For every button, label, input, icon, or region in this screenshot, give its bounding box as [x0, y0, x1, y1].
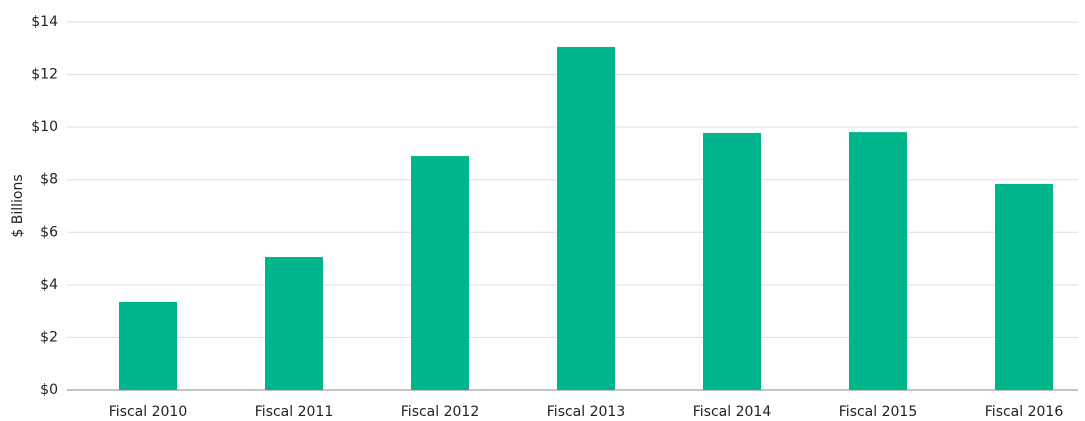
y-tick-label: $8 — [40, 172, 58, 188]
y-tick-label: $0 — [40, 382, 58, 398]
x-tick-label: Fiscal 2015 — [839, 404, 917, 420]
bar — [849, 132, 907, 390]
x-tick-label: Fiscal 2016 — [985, 404, 1064, 420]
x-tick-label: Fiscal 2012 — [401, 404, 479, 420]
y-tick-label: $12 — [31, 67, 58, 83]
bar — [119, 301, 177, 390]
x-tick-label: Fiscal 2010 — [109, 404, 187, 420]
bar — [703, 132, 761, 390]
y-tick-label: $10 — [31, 119, 58, 135]
y-axis-label: $ Billions — [10, 174, 26, 237]
y-tick-label: $6 — [40, 224, 58, 240]
y-tick-label: $14 — [31, 14, 58, 30]
bar — [411, 156, 469, 390]
bar — [265, 256, 323, 390]
y-tick-label: $4 — [40, 277, 58, 293]
x-tick-label: Fiscal 2014 — [693, 404, 772, 420]
y-tick-label: $2 — [40, 329, 58, 345]
x-tick-label: Fiscal 2013 — [547, 404, 625, 420]
bar — [557, 46, 615, 390]
bar — [995, 183, 1053, 390]
x-tick-label: Fiscal 2011 — [255, 404, 333, 420]
